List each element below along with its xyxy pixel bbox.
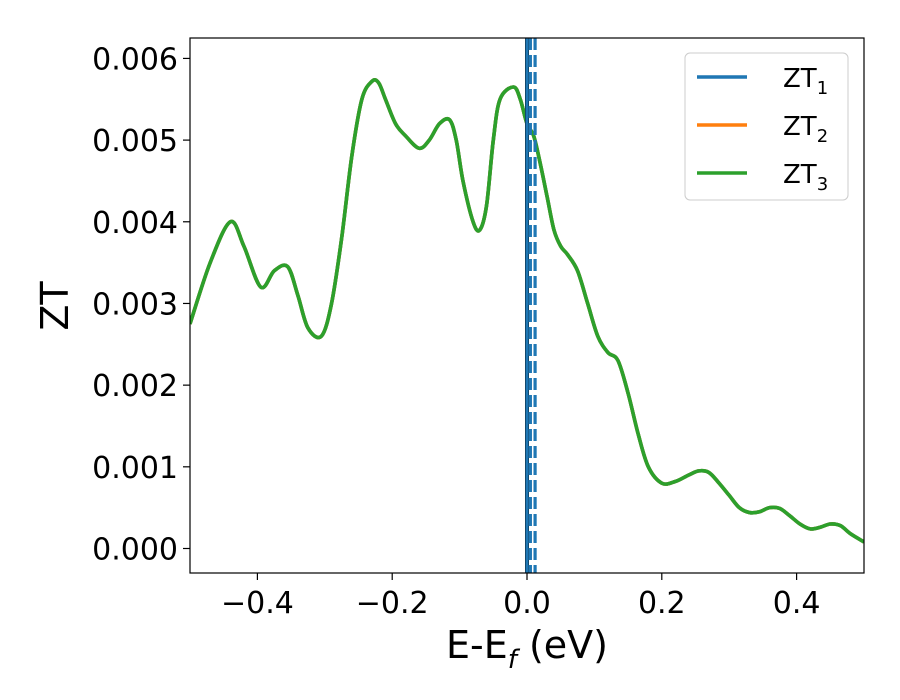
legend-label-zt2: ZT2 — [783, 112, 828, 147]
y-tick-label: 0.001 — [92, 451, 178, 486]
x-axis-label: E-Ef (eV) — [446, 623, 608, 675]
y-tick-label: 0.004 — [92, 206, 178, 241]
plot-area — [190, 38, 864, 573]
y-tick-label: 0.000 — [92, 532, 178, 567]
x-tick-label: 0.2 — [638, 586, 686, 621]
x-axis: −0.4 −0.2 0.0 0.2 0.4 — [221, 573, 820, 621]
y-tick-label: 0.005 — [92, 124, 178, 159]
y-tick-label: 0.003 — [92, 287, 178, 322]
x-tick-label: −0.2 — [356, 586, 429, 621]
x-tick-label: 0.0 — [503, 586, 551, 621]
y-axis: 0.000 0.001 0.002 0.003 0.004 0.005 0.006 — [92, 42, 190, 567]
x-tick-label: 0.4 — [773, 586, 821, 621]
y-axis-label: ZT — [33, 281, 77, 331]
y-tick-label: 0.006 — [92, 42, 178, 77]
y-tick-label: 0.002 — [92, 369, 178, 404]
x-tick-label: −0.4 — [221, 586, 294, 621]
legend-box — [684, 52, 849, 201]
series-line-zt3 — [190, 78, 864, 544]
